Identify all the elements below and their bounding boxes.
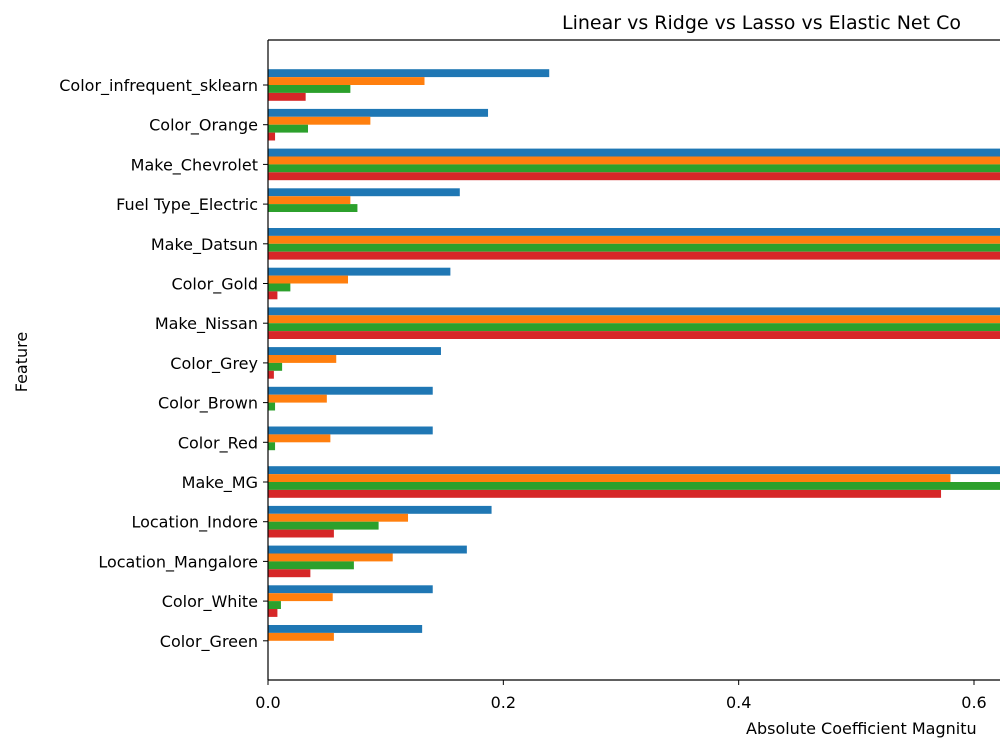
bar xyxy=(268,69,550,78)
bar xyxy=(268,426,433,435)
bar xyxy=(268,132,276,141)
y-tick-label: Make_Chevrolet xyxy=(131,155,258,175)
bar xyxy=(268,569,311,578)
x-tick-label: 0.6 xyxy=(961,693,986,712)
bar xyxy=(268,474,951,482)
bar xyxy=(268,370,274,379)
bar xyxy=(268,394,327,403)
y-tick-label: Color_Red xyxy=(178,433,258,453)
bar xyxy=(268,124,309,133)
bar xyxy=(268,228,1000,236)
bar xyxy=(268,529,334,538)
bar xyxy=(268,116,371,125)
bar xyxy=(268,521,379,530)
bar xyxy=(268,196,351,205)
bar xyxy=(268,442,276,451)
bar xyxy=(268,148,1000,157)
bar xyxy=(268,386,433,395)
bar xyxy=(268,251,1000,260)
bar xyxy=(268,291,278,300)
y-tick-label: Color_Green xyxy=(160,632,258,652)
bar xyxy=(268,347,441,355)
bar xyxy=(268,489,942,498)
bar xyxy=(268,77,425,85)
bar xyxy=(268,92,306,101)
y-tick-label: Fuel Type_Electric xyxy=(116,195,258,215)
ticks-group: Color_infrequent_sklearn Color_Orange Make… xyxy=(59,76,986,712)
bar xyxy=(268,553,393,562)
bar xyxy=(268,275,349,284)
bar xyxy=(268,323,1000,332)
y-tick-label: Make_Datsun xyxy=(151,235,258,255)
bars-group xyxy=(268,69,1000,641)
bar xyxy=(268,402,276,411)
axes-group xyxy=(267,39,1000,681)
y-tick-label: Color_infrequent_sklearn xyxy=(59,76,258,96)
bar xyxy=(268,355,337,363)
bar xyxy=(268,585,433,594)
y-tick-label: Location_Indore xyxy=(131,513,258,533)
bar xyxy=(268,466,1000,475)
bar xyxy=(268,172,1000,181)
bar xyxy=(268,204,358,212)
y-tick-label: Color_Brown xyxy=(158,394,258,414)
bar xyxy=(268,283,291,292)
y-tick-label: Color_Gold xyxy=(171,275,258,295)
bar xyxy=(268,108,489,117)
bar xyxy=(268,267,451,276)
bar xyxy=(268,85,351,93)
bar xyxy=(268,609,278,617)
bar xyxy=(268,482,1000,490)
bar xyxy=(268,561,354,570)
bar xyxy=(268,235,1000,244)
y-tick-label: Color_Orange xyxy=(149,116,258,136)
chart-title: Linear vs Ridge vs Lasso vs Elastic Net … xyxy=(562,12,961,34)
y-tick-label: Make_Nissan xyxy=(155,314,258,334)
y-tick-label: Color_Grey xyxy=(170,354,258,374)
bar xyxy=(268,188,460,197)
bar xyxy=(268,593,333,602)
y-tick-label: Color_White xyxy=(162,592,258,612)
y-tick-label: Location_Mangalore xyxy=(98,552,258,572)
bar xyxy=(268,164,1000,173)
x-tick-label: 0.4 xyxy=(726,693,751,712)
bar xyxy=(268,156,1000,165)
bar xyxy=(268,505,492,514)
bar xyxy=(268,315,1000,324)
bar xyxy=(268,625,423,633)
bar xyxy=(268,243,1000,252)
bar xyxy=(268,362,283,371)
bar xyxy=(268,545,467,554)
x-tick-label: 0.2 xyxy=(491,693,516,712)
y-tick-label: Make_MG xyxy=(182,473,258,493)
y-axis-label: Feature xyxy=(12,332,31,392)
bar xyxy=(268,632,334,641)
bar xyxy=(268,601,281,609)
x-tick-label: 0.0 xyxy=(255,693,280,712)
bar xyxy=(268,434,331,443)
x-axis-label: Absolute Coefficient Magnitu xyxy=(746,719,977,738)
bar xyxy=(268,307,1000,316)
bar xyxy=(268,331,1000,339)
bar xyxy=(268,513,409,522)
